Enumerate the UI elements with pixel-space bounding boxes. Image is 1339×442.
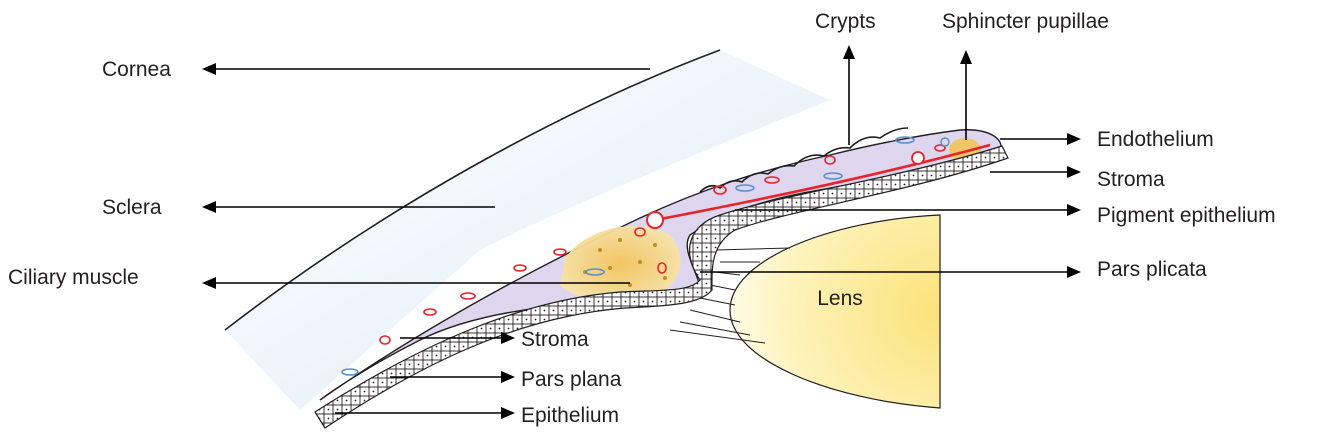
bottom-labels: Stroma Pars plana Epithelium [335,328,622,427]
blood-vessels [341,136,991,376]
endothelium-label: Endothelium [1097,128,1214,151]
sclera-label: Sclera [102,196,162,219]
lens-label: Lens [817,287,863,310]
top-labels: Crypts Sphincter pupillae [815,10,1109,145]
ciliary-muscle-label: Ciliary muscle [8,266,139,289]
cornea-label: Cornea [102,58,171,81]
right-labels: Endothelium Stroma Pigment epithelium Pa… [700,128,1276,281]
epithelial-layer [314,145,1009,429]
left-labels: Cornea Sclera Ciliary muscle [8,58,650,289]
cornea-sclera [224,49,830,410]
lens: Lens [729,214,941,409]
stroma-ciliary-label: Stroma [521,328,589,351]
stroma-iris-label: Stroma [1097,168,1165,191]
sphincter-pupillae-label: Sphincter pupillae [942,10,1109,33]
pars-plicata-label: Pars plicata [1097,258,1207,281]
pars-plana-label: Pars plana [521,368,622,391]
epithelium-label: Epithelium [521,404,619,427]
pigment-epithelium-label: Pigment epithelium [1097,204,1276,227]
crypts-label: Crypts [815,10,876,33]
